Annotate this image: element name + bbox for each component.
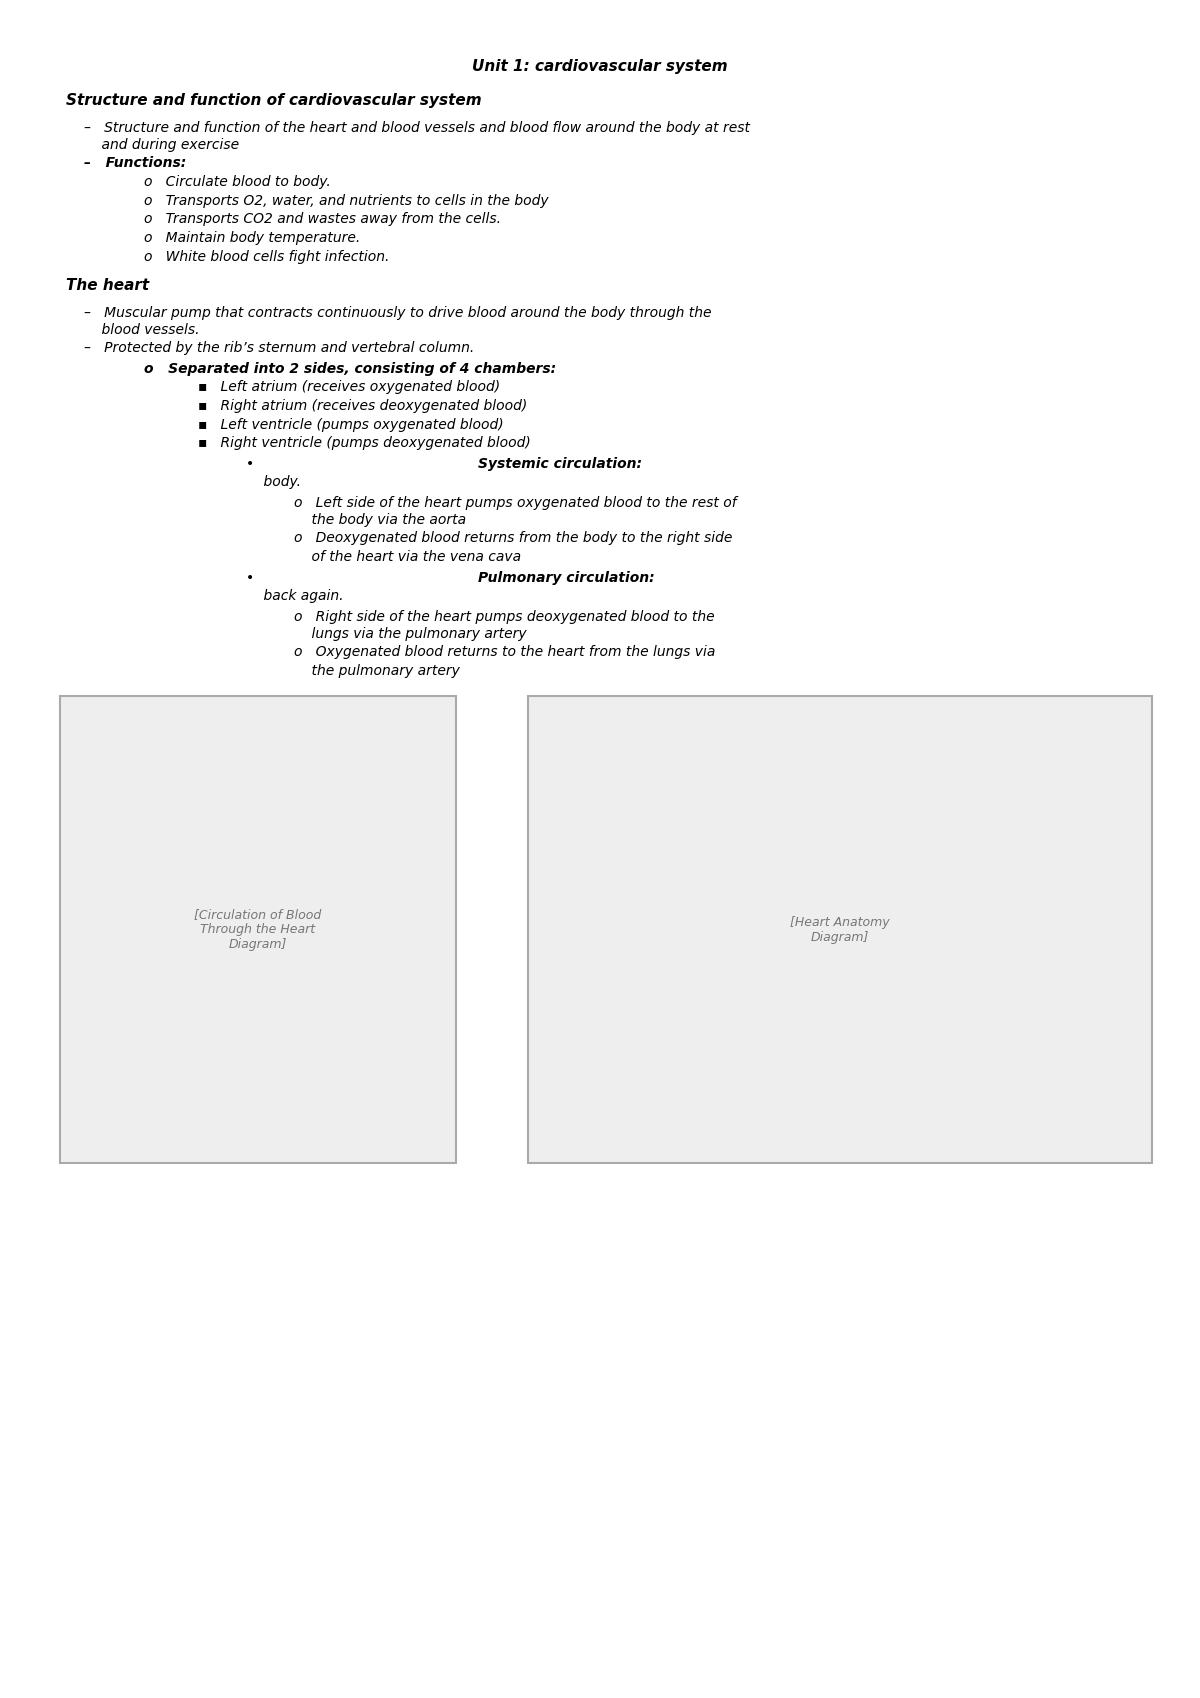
Text: The heart: The heart [66,278,149,294]
Text: Unit 1: cardiovascular system: Unit 1: cardiovascular system [472,59,728,75]
Text: o   Left side of the heart pumps oxygenated blood to the rest of: o Left side of the heart pumps oxygenate… [294,496,737,509]
Text: o   Circulate blood to body.: o Circulate blood to body. [144,175,331,188]
Text: –   Muscular pump that contracts continuously to drive blood around the body thr: – Muscular pump that contracts continuou… [84,306,712,319]
Text: o   Oxygenated blood returns to the heart from the lungs via: o Oxygenated blood returns to the heart … [294,645,715,659]
Text: •: • [246,457,268,470]
Text: of the heart via the vena cava: of the heart via the vena cava [294,550,521,564]
Text: lungs via the pulmonary artery: lungs via the pulmonary artery [294,627,527,640]
Text: back again.: back again. [246,589,343,603]
Text: o   Right side of the heart pumps deoxygenated blood to the: o Right side of the heart pumps deoxygen… [294,610,715,623]
Text: o   Maintain body temperature.: o Maintain body temperature. [144,231,360,245]
Text: o   Deoxygenated blood returns from the body to the right side: o Deoxygenated blood returns from the bo… [294,531,732,545]
Text: Systemic circulation:: Systemic circulation: [478,457,642,470]
Text: o   Separated into 2 sides, consisting of 4 chambers:: o Separated into 2 sides, consisting of … [144,362,556,375]
Text: the pulmonary artery: the pulmonary artery [294,664,460,678]
Text: •: • [246,571,268,584]
Text: Pulmonary circulation:: Pulmonary circulation: [478,571,655,584]
Text: o   White blood cells fight infection.: o White blood cells fight infection. [144,250,389,263]
Text: ▪   Right atrium (receives deoxygenated blood): ▪ Right atrium (receives deoxygenated bl… [198,399,527,413]
Text: ▪   Left ventricle (pumps oxygenated blood): ▪ Left ventricle (pumps oxygenated blood… [198,418,504,431]
Text: [Circulation of Blood
Through the Heart
Diagram]: [Circulation of Blood Through the Heart … [194,908,322,951]
Text: [Heart Anatomy
Diagram]: [Heart Anatomy Diagram] [790,915,890,944]
Text: Structure and function of cardiovascular system: Structure and function of cardiovascular… [66,93,481,109]
Text: –   Structure and function of the heart and blood vessels and blood flow around : – Structure and function of the heart an… [84,121,750,134]
Text: o   Transports O2, water, and nutrients to cells in the body: o Transports O2, water, and nutrients to… [144,194,548,207]
Text: ▪   Right ventricle (pumps deoxygenated blood): ▪ Right ventricle (pumps deoxygenated bl… [198,436,530,450]
Text: –   Protected by the rib’s sternum and vertebral column.: – Protected by the rib’s sternum and ver… [84,341,474,355]
Text: blood vessels.: blood vessels. [84,323,199,336]
Text: ▪   Left atrium (receives oxygenated blood): ▪ Left atrium (receives oxygenated blood… [198,380,500,394]
FancyBboxPatch shape [528,696,1152,1163]
Text: body.: body. [246,475,301,489]
Text: –   Functions:: – Functions: [84,156,186,170]
Text: and during exercise: and during exercise [84,138,239,151]
FancyBboxPatch shape [60,696,456,1163]
Text: o   Transports CO2 and wastes away from the cells.: o Transports CO2 and wastes away from th… [144,212,502,226]
Text: the body via the aorta: the body via the aorta [294,513,466,526]
